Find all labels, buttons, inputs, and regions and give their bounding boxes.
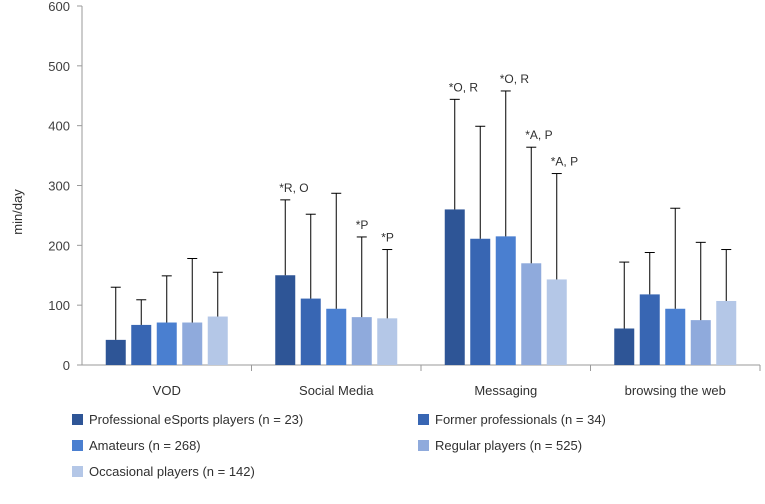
bar — [639, 294, 660, 365]
legend-swatch — [72, 440, 83, 451]
bar — [470, 238, 491, 365]
legend-item: Regular players (n = 525) — [418, 438, 582, 453]
y-tick-label: 600 — [48, 0, 70, 14]
legend-label: Occasional players (n = 142) — [89, 464, 255, 479]
significance-annotation: *O, R — [449, 80, 479, 94]
significance-annotation: *O, R — [500, 72, 530, 86]
significance-annotation: *A, P — [551, 155, 578, 169]
error-bars — [110, 90, 732, 340]
x-axis-categories: VOD Social Media Messaging browsing the web — [153, 365, 761, 398]
legend-label: Amateurs (n = 268) — [89, 438, 201, 453]
x-category-label: browsing the web — [625, 383, 726, 398]
bar — [716, 300, 737, 365]
significance-annotation: *P — [356, 218, 369, 232]
bar — [444, 209, 465, 365]
y-axis-label: min/day — [10, 189, 25, 235]
x-category-label: Social Media — [299, 383, 374, 398]
bar — [521, 263, 542, 365]
significance-annotation: *A, P — [525, 128, 552, 142]
significance-annotation: *R, O — [279, 181, 308, 195]
y-tick-label: 0 — [63, 358, 70, 373]
y-tick-label: 400 — [48, 119, 70, 134]
bar — [105, 339, 126, 365]
y-tick-label: 100 — [48, 298, 70, 313]
bar — [377, 318, 398, 365]
bar — [546, 279, 567, 365]
legend-swatch — [72, 466, 83, 477]
bar — [131, 324, 152, 365]
legend-label: Professional eSports players (n = 23) — [89, 412, 304, 427]
bar — [156, 322, 177, 365]
legend-item: Former professionals (n = 34) — [418, 412, 606, 427]
legend-label: Former professionals (n = 34) — [435, 412, 606, 427]
y-tick-label: 300 — [48, 179, 70, 194]
legend-swatch — [418, 414, 429, 425]
significance-annotation: *P — [381, 231, 394, 245]
annotations: *R, O *P *P *O, R *O, R *A, P *A, P — [279, 72, 578, 245]
bar — [665, 308, 686, 365]
bar — [182, 322, 203, 365]
bars — [105, 209, 737, 365]
y-tick-label: 500 — [48, 59, 70, 74]
legend-swatch — [72, 414, 83, 425]
y-tick-label: 200 — [48, 238, 70, 253]
bar — [326, 308, 347, 365]
bar — [275, 275, 296, 365]
legend-item: Professional eSports players (n = 23) — [72, 412, 303, 427]
x-category-label: Messaging — [474, 383, 537, 398]
x-category-label: VOD — [153, 383, 181, 398]
bar — [300, 298, 321, 365]
legend-item: Occasional players (n = 142) — [72, 464, 255, 479]
legend-label: Regular players (n = 525) — [435, 438, 583, 453]
legend-swatch — [418, 440, 429, 451]
bar — [207, 316, 228, 365]
bar — [690, 320, 711, 365]
bar — [614, 328, 635, 365]
legend-item: Amateurs (n = 268) — [72, 438, 201, 453]
bar — [495, 236, 516, 365]
bar — [351, 317, 372, 365]
